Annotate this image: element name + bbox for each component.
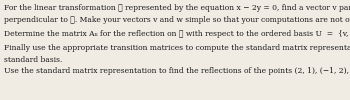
Text: Determine the matrix Aᵤ for the reflection on ℓ with respect to the ordered basi: Determine the matrix Aᵤ for the reflecti… — [4, 30, 350, 38]
Text: Finally use the appropriate transition matrices to compute the standard matrix r: Finally use the appropriate transition m… — [4, 44, 350, 52]
Text: Use the standard matrix representation to find the reflections of the points (2,: Use the standard matrix representation t… — [4, 67, 350, 75]
Text: perpendicular to ℓ. Make your vectors v and w simple so that your computations a: perpendicular to ℓ. Make your vectors v … — [4, 16, 350, 24]
Text: standard basis.: standard basis. — [4, 56, 63, 64]
Text: For the linear transformation ℓ represented by the equation x − 2y = 0, find a v: For the linear transformation ℓ represen… — [4, 4, 350, 12]
